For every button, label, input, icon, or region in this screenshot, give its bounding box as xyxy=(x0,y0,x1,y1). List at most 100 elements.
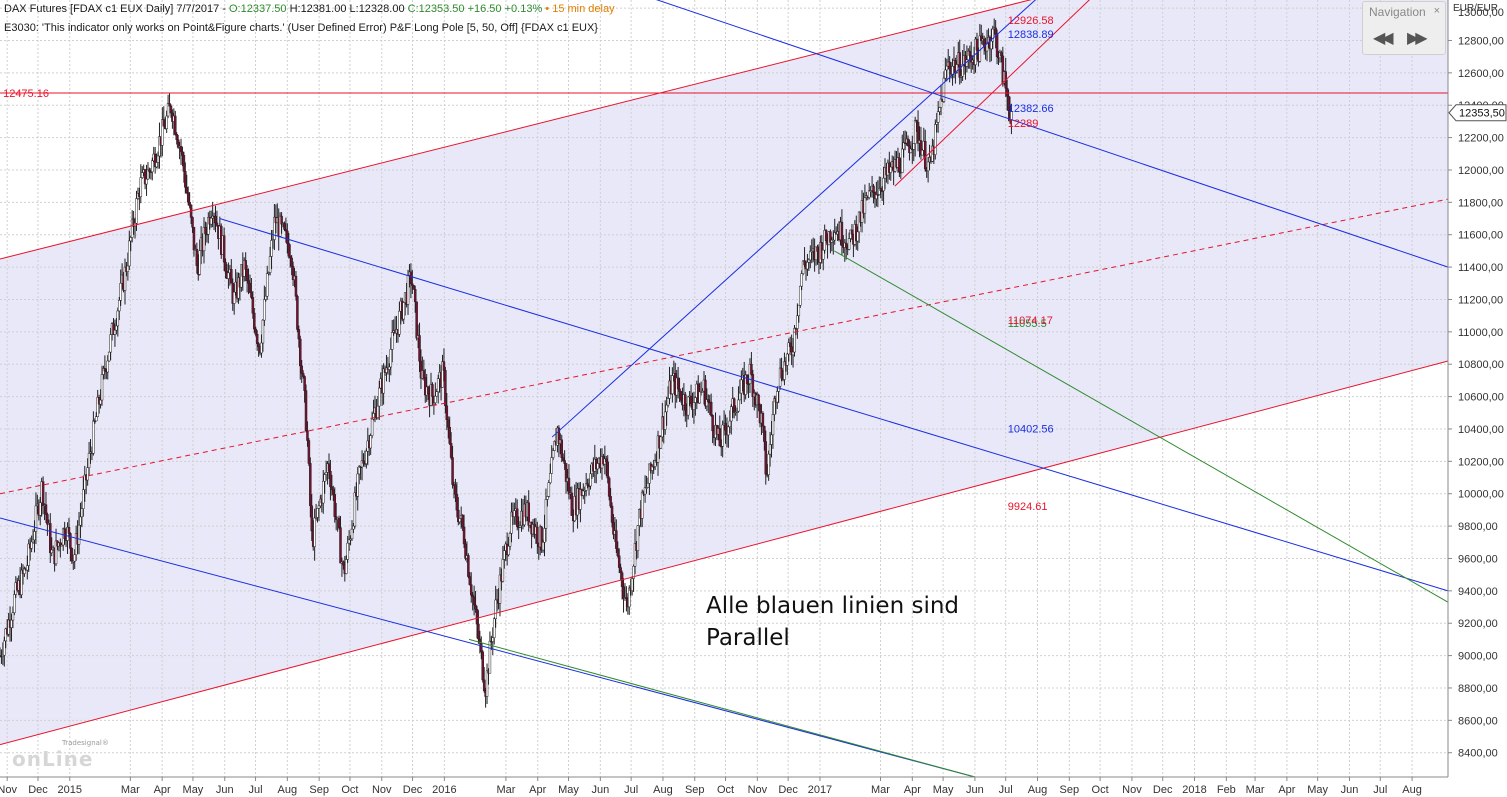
candle-body xyxy=(54,540,58,565)
candle-body xyxy=(761,413,765,427)
candle-body xyxy=(586,483,589,486)
logo-small-text: Tradesignal® xyxy=(62,739,109,747)
candle-body xyxy=(113,329,117,335)
candle-body xyxy=(563,460,566,464)
x-axis[interactable]: Nov Dec 2015 Mar Apr May Jun Jul Aug Sep Oct Nov Dec… xyxy=(0,776,1448,797)
trend-line-channel-lower[interactable] xyxy=(0,360,1449,746)
candle-body xyxy=(764,441,768,475)
candle-body xyxy=(560,439,564,458)
candle-body xyxy=(415,301,418,339)
candle-body xyxy=(707,399,710,403)
candle-body xyxy=(550,457,553,474)
candle-body xyxy=(968,50,972,56)
trend-line-blue-lower[interactable] xyxy=(0,517,976,778)
candle-body xyxy=(296,296,299,330)
x-tick-label: 2016 xyxy=(432,784,456,796)
trend-line-green-trend[interactable] xyxy=(834,250,1449,603)
candle-body xyxy=(280,215,283,225)
candle-body xyxy=(610,505,614,523)
trend-line-channel-mid[interactable] xyxy=(0,198,1449,495)
rewind-icon[interactable]: ◀◀ xyxy=(1373,30,1394,47)
candle-body xyxy=(254,328,257,335)
y-tick-label: 8600,00 xyxy=(1458,715,1498,727)
candle-body xyxy=(230,269,233,284)
candle-body xyxy=(738,392,742,401)
candle-body xyxy=(737,399,740,412)
fast-forward-icon[interactable]: ▶▶ xyxy=(1407,30,1428,47)
candle-body xyxy=(263,299,266,321)
candle-body xyxy=(116,310,120,327)
candle-body xyxy=(448,426,451,444)
candle-body xyxy=(856,231,859,242)
candle-body xyxy=(332,489,335,495)
candle-body xyxy=(378,387,381,407)
candle-body xyxy=(482,679,486,692)
candle-body xyxy=(488,640,492,674)
candle-body xyxy=(376,405,380,418)
candle-body xyxy=(301,373,305,377)
x-tick-label: Aug xyxy=(1028,784,1048,796)
candle-body xyxy=(958,52,961,78)
close-icon[interactable]: × xyxy=(1433,5,1440,17)
candle-body xyxy=(503,550,506,560)
candle-body xyxy=(945,65,949,71)
candle-body xyxy=(833,232,836,241)
trend-line-blue-middle[interactable] xyxy=(538,0,1449,268)
candle-body xyxy=(745,374,749,384)
candle-body xyxy=(303,376,306,391)
x-tick-label: Nov xyxy=(1122,784,1142,796)
x-tick-label: Nov xyxy=(372,784,392,796)
trend-line-blue-trend[interactable] xyxy=(551,0,1062,438)
candle-body xyxy=(543,528,546,543)
candle-body xyxy=(327,463,331,472)
trend-line-short-support[interactable] xyxy=(894,0,1182,187)
x-tick-label: May xyxy=(933,784,954,796)
delay-dot-icon: • xyxy=(545,3,550,15)
candle-body xyxy=(145,178,148,185)
candle-body xyxy=(780,367,783,379)
candle-body xyxy=(889,166,893,173)
candle-body xyxy=(1005,87,1009,97)
candle-body xyxy=(728,420,732,428)
candle-body xyxy=(671,375,674,395)
candle-body xyxy=(181,151,184,156)
candle-body xyxy=(222,235,226,263)
candle-body xyxy=(3,640,6,656)
candle-body xyxy=(541,542,545,551)
y-axis-background xyxy=(1448,0,1507,797)
candle-body xyxy=(11,612,15,621)
y-tick-label: 10600,00 xyxy=(1458,392,1504,404)
candle-body xyxy=(990,40,993,50)
x-tick-label: Jun xyxy=(216,784,234,796)
candle-body xyxy=(768,444,772,455)
change-value: +16.50 xyxy=(467,3,502,15)
trend-line-blue-lower-shadow[interactable] xyxy=(468,638,976,778)
candle-body xyxy=(455,493,459,511)
candle-body xyxy=(264,295,268,300)
candle-body xyxy=(73,554,76,562)
candle-body xyxy=(663,411,667,430)
trend-line-blue-upper[interactable] xyxy=(219,218,1449,592)
y-tick-label: 12800,00 xyxy=(1458,35,1504,47)
open-value: O:12337.50 xyxy=(229,3,287,15)
candle-body xyxy=(297,329,301,340)
annotation-line-2: Parallel xyxy=(706,625,790,651)
candle-body xyxy=(80,508,84,518)
candle-body xyxy=(268,256,272,273)
x-tick-label: Jun xyxy=(1341,784,1359,796)
candle-body xyxy=(270,240,273,257)
y-axis[interactable]: EUR/EUR12800,0012600,0012400,0012200,001… xyxy=(1447,0,1507,797)
candle-body xyxy=(119,283,122,301)
candle-body xyxy=(389,349,393,368)
candle-body xyxy=(162,119,166,127)
candle-body xyxy=(867,190,871,198)
candle-body xyxy=(304,390,308,431)
x-tick-label: May xyxy=(1307,784,1328,796)
candle-body xyxy=(442,361,446,371)
trend-lines[interactable] xyxy=(0,0,1449,778)
candle-body xyxy=(426,386,430,395)
candle-body xyxy=(461,514,464,528)
trend-line-channel-upper[interactable] xyxy=(0,0,1448,260)
x-tick-label: Aug xyxy=(278,784,298,796)
